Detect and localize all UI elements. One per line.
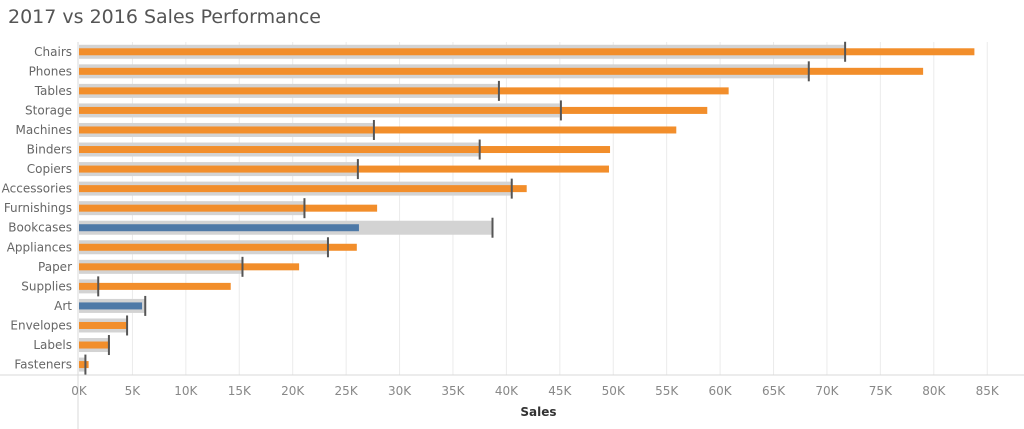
bar-copiers[interactable] — [79, 165, 609, 173]
x-tick-label-80k: 80K — [922, 384, 946, 398]
x-tick-label-40k: 40K — [495, 384, 519, 398]
category-label-labels: Labels — [33, 338, 72, 352]
category-label-binders: Binders — [27, 143, 72, 157]
bar-chairs[interactable] — [79, 48, 975, 56]
x-tick-label-45k: 45K — [548, 384, 572, 398]
x-tick-label-60k: 60K — [709, 384, 733, 398]
category-label-furnishings: Furnishings — [4, 201, 72, 215]
bar-art[interactable] — [79, 302, 143, 310]
bar-accessories[interactable] — [79, 185, 527, 193]
x-tick-label-20k: 20K — [281, 384, 305, 398]
x-tick-label-0k: 0K — [71, 384, 88, 398]
category-label-tables: Tables — [34, 84, 72, 98]
x-tick-label-65k: 65K — [762, 384, 786, 398]
category-label-envelopes: Envelopes — [10, 318, 72, 332]
x-tick-label-70k: 70K — [815, 384, 839, 398]
bar-envelopes[interactable] — [79, 321, 128, 329]
x-tick-label-75k: 75K — [869, 384, 893, 398]
bar-storage[interactable] — [79, 106, 708, 114]
category-label-bookcases: Bookcases — [8, 221, 72, 235]
bar-tables[interactable] — [79, 87, 729, 95]
bar-furnishings[interactable] — [79, 204, 378, 212]
category-label-art: Art — [54, 299, 72, 313]
bar-binders[interactable] — [79, 146, 611, 154]
bar-paper[interactable] — [79, 263, 300, 271]
bar-appliances[interactable] — [79, 243, 357, 251]
category-label-appliances: Appliances — [7, 240, 72, 254]
x-tick-label-35k: 35K — [441, 384, 465, 398]
x-axis-title: Sales — [520, 405, 556, 419]
x-tick-label-30k: 30K — [388, 384, 412, 398]
chart-title: 2017 vs 2016 Sales Performance — [8, 6, 321, 28]
category-label-supplies: Supplies — [21, 279, 72, 293]
bar-phones[interactable] — [79, 67, 924, 75]
bar-bookcases[interactable] — [79, 224, 359, 232]
x-tick-label-10k: 10K — [174, 384, 198, 398]
bar-labels[interactable] — [79, 341, 110, 349]
category-label-phones: Phones — [29, 64, 72, 78]
category-label-storage: Storage — [25, 103, 72, 117]
category-label-machines: Machines — [16, 123, 72, 137]
category-label-accessories: Accessories — [2, 182, 72, 196]
x-tick-label-50k: 50K — [602, 384, 626, 398]
category-label-paper: Paper — [38, 260, 72, 274]
x-tick-label-25k: 25K — [335, 384, 359, 398]
bar-machines[interactable] — [79, 126, 677, 134]
category-label-chairs: Chairs — [34, 45, 72, 59]
x-tick-label-15k: 15K — [228, 384, 252, 398]
bar-supplies[interactable] — [79, 282, 231, 290]
x-tick-label-55k: 55K — [655, 384, 679, 398]
x-tick-label-5k: 5K — [125, 384, 142, 398]
category-label-copiers: Copiers — [27, 162, 72, 176]
category-label-fasteners: Fasteners — [14, 358, 72, 372]
x-tick-label-85k: 85K — [976, 384, 1000, 398]
bar-fasteners[interactable] — [79, 361, 89, 369]
